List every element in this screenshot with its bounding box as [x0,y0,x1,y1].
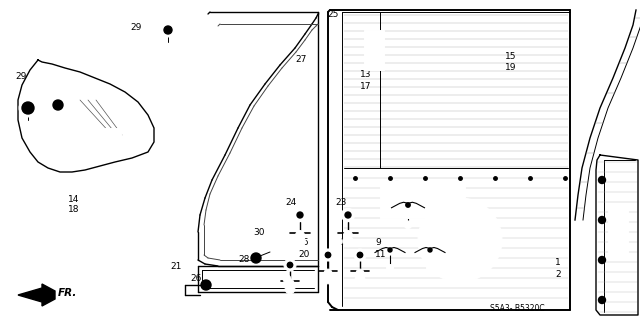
Circle shape [161,23,175,37]
Text: 27: 27 [295,55,307,64]
Bar [608,210,628,255]
Text: 21: 21 [170,262,181,271]
Circle shape [325,252,331,258]
Circle shape [287,262,292,268]
Text: 11: 11 [375,250,387,259]
Circle shape [406,203,410,207]
Text: 22: 22 [445,195,456,204]
Ellipse shape [72,126,84,144]
Circle shape [283,275,291,283]
Bar [364,30,384,70]
Circle shape [341,208,355,222]
Text: 16: 16 [298,238,310,247]
Circle shape [403,199,413,211]
Circle shape [385,245,395,255]
Text: 28: 28 [238,255,250,264]
Circle shape [357,252,363,258]
Text: 15: 15 [505,52,516,61]
Polygon shape [18,60,154,172]
Circle shape [229,275,237,283]
Circle shape [598,296,605,303]
Circle shape [23,103,33,113]
Circle shape [323,274,333,284]
Circle shape [265,275,273,283]
Text: 26: 26 [190,274,202,283]
Circle shape [22,102,34,114]
Circle shape [598,256,605,263]
Text: S5A3- B5320C: S5A3- B5320C [490,304,545,313]
Circle shape [322,249,334,261]
Text: 20: 20 [298,250,309,259]
Bar [95,128,121,148]
Text: 9: 9 [375,238,381,247]
Circle shape [19,99,37,117]
Text: 23: 23 [340,238,351,247]
Polygon shape [18,284,55,306]
Circle shape [324,269,332,277]
Text: 2: 2 [555,270,561,279]
Circle shape [295,236,305,247]
Circle shape [424,204,496,276]
Circle shape [251,253,261,263]
Circle shape [426,264,433,271]
Text: 14: 14 [68,195,79,204]
Text: 8: 8 [393,180,399,189]
Text: 23: 23 [335,198,346,207]
Circle shape [343,236,353,247]
Circle shape [201,280,211,290]
Circle shape [296,231,304,239]
Circle shape [598,217,605,224]
Text: 13: 13 [360,70,371,79]
Text: 18: 18 [68,205,79,214]
Circle shape [418,198,502,282]
Circle shape [49,96,67,114]
Text: 22: 22 [442,234,453,243]
Text: 25: 25 [327,10,339,19]
Text: 29: 29 [15,72,26,81]
Circle shape [247,275,255,283]
Circle shape [387,264,394,271]
Circle shape [211,275,219,283]
Circle shape [598,176,605,183]
Circle shape [164,26,172,34]
Circle shape [356,269,364,277]
Circle shape [293,208,307,222]
Polygon shape [596,155,638,315]
Circle shape [388,248,392,252]
Circle shape [297,212,303,218]
Text: 19: 19 [505,63,516,72]
Circle shape [301,275,309,283]
Circle shape [425,245,435,255]
Text: 24: 24 [285,198,296,207]
Circle shape [53,100,63,110]
Text: 1: 1 [555,258,561,267]
Text: 10: 10 [393,191,404,200]
Bar [380,180,465,218]
Text: FR.: FR. [58,288,77,298]
Circle shape [428,248,432,252]
Circle shape [344,231,352,239]
Text: 17: 17 [360,82,371,91]
Circle shape [354,249,366,261]
Text: 30: 30 [253,228,264,237]
Circle shape [355,274,365,284]
Circle shape [345,212,351,218]
Circle shape [404,221,412,229]
Circle shape [285,284,295,294]
Circle shape [286,279,294,287]
Circle shape [284,259,296,271]
Text: 29: 29 [130,23,141,32]
